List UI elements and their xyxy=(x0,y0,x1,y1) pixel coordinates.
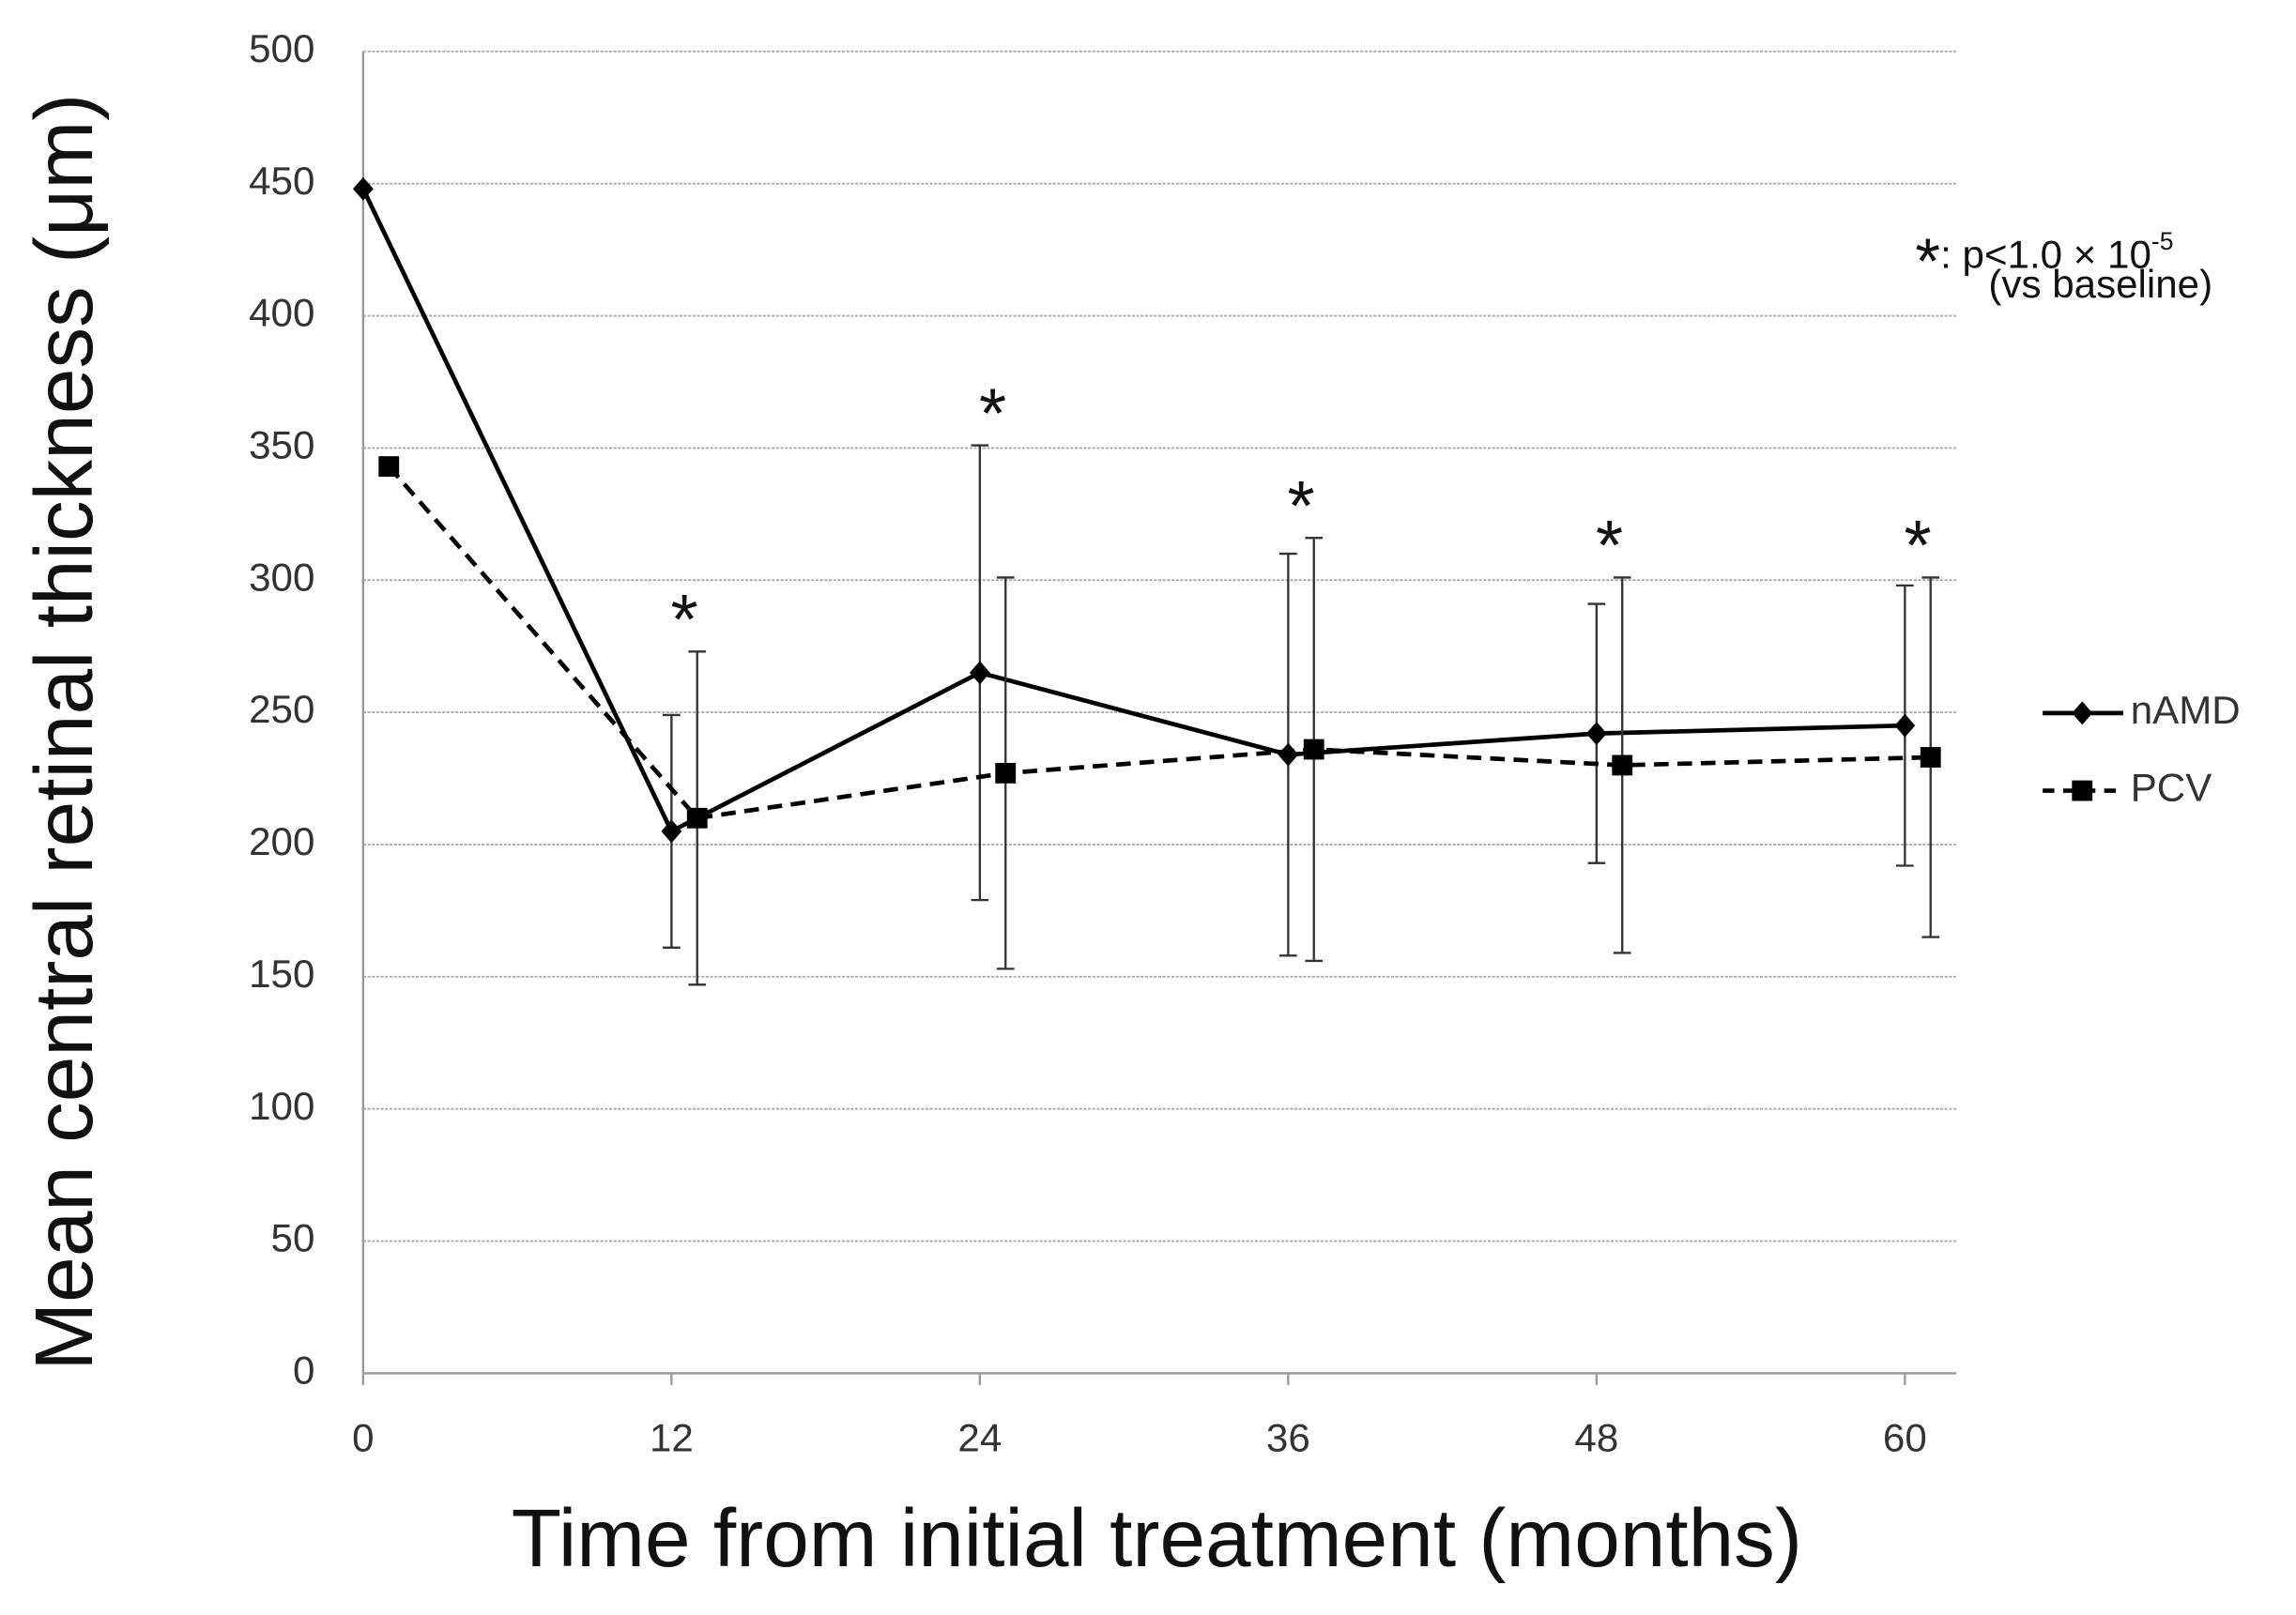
data-point xyxy=(1303,739,1324,760)
x-tick-label: 36 xyxy=(1266,1415,1310,1459)
legend-label: PCV xyxy=(2131,766,2212,810)
significance-mark: * xyxy=(1904,506,1931,585)
x-tick-label: 48 xyxy=(1574,1415,1618,1459)
annotation-symbol: * xyxy=(1915,225,1940,297)
annotation-exponent: -5 xyxy=(2151,227,2174,255)
annotation-text: : p<1.0 × 10 xyxy=(1940,233,2151,277)
legend-marker xyxy=(2072,780,2093,801)
data-point xyxy=(969,661,990,685)
annotation-text: (vs baseline) xyxy=(1988,262,2212,306)
x-tick-label: 12 xyxy=(650,1415,694,1459)
y-tick-label: 300 xyxy=(249,555,314,599)
data-point xyxy=(352,176,374,201)
data-point xyxy=(1612,754,1633,776)
y-tick-label: 450 xyxy=(249,159,314,203)
significance-mark: * xyxy=(670,580,697,659)
y-tick-label: 100 xyxy=(249,1084,314,1128)
y-tick-label: 50 xyxy=(271,1216,315,1260)
y-tick-label: 350 xyxy=(249,423,314,467)
data-point xyxy=(1920,747,1941,768)
data-point xyxy=(378,456,400,478)
data-point xyxy=(1585,722,1607,746)
y-axis-title: Mean central retinal thickness (μm) xyxy=(18,94,110,1371)
annotation: *: p<1.0 × 10-5 xyxy=(1915,225,2173,297)
data-point xyxy=(661,819,682,844)
significance-mark: * xyxy=(1596,506,1623,585)
y-tick-label: 250 xyxy=(249,687,314,731)
x-tick-label: 0 xyxy=(352,1415,374,1459)
series-line xyxy=(360,188,1906,835)
significance-mark: * xyxy=(979,373,1006,452)
significance-mark: * xyxy=(1287,466,1314,545)
x-axis-title: Time from initial treatment (months) xyxy=(512,1492,1802,1584)
y-tick-label: 500 xyxy=(249,26,314,70)
data-point xyxy=(686,807,708,829)
data-point xyxy=(995,762,1017,784)
data-point xyxy=(1894,713,1916,738)
x-tick-label: 60 xyxy=(1883,1415,1927,1459)
y-tick-label: 0 xyxy=(293,1348,314,1393)
data-point xyxy=(1278,742,1299,767)
y-tick-label: 200 xyxy=(249,819,314,863)
y-tick-label: 400 xyxy=(249,291,314,335)
x-tick-label: 24 xyxy=(957,1415,1002,1459)
legend-label: nAMD xyxy=(2131,688,2241,732)
series-line xyxy=(387,465,1931,821)
y-tick-label: 150 xyxy=(249,952,314,996)
legend-marker xyxy=(2072,701,2093,725)
